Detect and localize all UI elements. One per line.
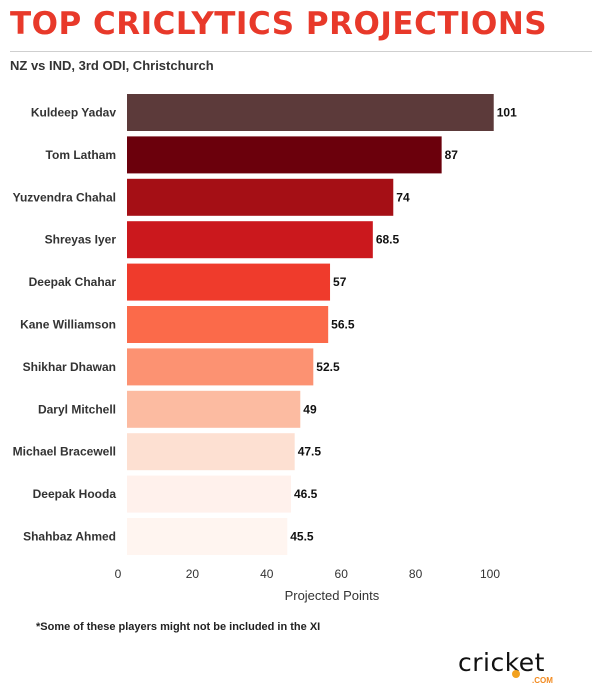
bar-11 [127, 518, 288, 555]
x-axis-label: Projected Points [285, 588, 380, 603]
cricket-com-logo: cricket .COM [458, 648, 578, 686]
logo-wordmark: cricket [458, 648, 545, 677]
category-label: Tom Latham [46, 148, 116, 162]
bar-2 [127, 136, 442, 174]
value-label: 101 [497, 106, 517, 120]
category-label: Michael Bracewell [13, 445, 116, 459]
bar-1 [127, 94, 494, 131]
value-label: 56.5 [331, 318, 355, 332]
logo-dot-icon [512, 670, 520, 678]
footnote: *Some of these players might not be incl… [36, 621, 321, 633]
category-label: Shreyas Iyer [45, 233, 117, 247]
x-tick-label: 20 [186, 567, 200, 581]
bar-chart: Kuldeep Yadav 101 Tom Latham 87 Yuzvendra Ch… [13, 94, 517, 603]
value-label: 47.5 [298, 445, 322, 459]
bar-8 [127, 390, 301, 428]
bar-7 [127, 348, 314, 386]
x-tick-label: 60 [335, 567, 349, 581]
value-label: 68.5 [376, 233, 400, 247]
category-label: Kane Williamson [20, 318, 116, 332]
category-label: Yuzvendra Chahal [13, 190, 116, 204]
x-tick-label: 40 [260, 567, 274, 581]
category-label: Deepak Chahar [29, 275, 117, 289]
category-label: Shikhar Dhawan [23, 360, 116, 374]
value-label: 46.5 [294, 487, 318, 501]
bar-3 [127, 178, 394, 216]
x-tick-label: 100 [480, 567, 500, 581]
x-tick-label: 0 [115, 567, 122, 581]
value-label: 74 [396, 190, 410, 204]
value-label: 45.5 [290, 530, 314, 544]
category-label: Daryl Mitchell [38, 402, 116, 416]
bar-6 [127, 306, 329, 343]
category-label: Shahbaz Ahmed [23, 530, 116, 544]
value-label: 52.5 [316, 360, 340, 374]
chart-title: TOP CRICLYTICS PROJECTIONS [10, 6, 548, 42]
bar-4 [127, 221, 373, 259]
title-divider [10, 51, 592, 52]
chart-subtitle: NZ vs IND, 3rd ODI, Christchurch [10, 58, 214, 73]
bar-5 [127, 263, 331, 301]
x-tick-label: 80 [409, 567, 423, 581]
value-label: 49 [303, 402, 317, 416]
bar-10 [127, 475, 291, 513]
category-label: Kuldeep Yadav [31, 106, 116, 120]
bar-9 [127, 433, 295, 471]
value-label: 57 [333, 275, 347, 289]
value-label: 87 [445, 148, 459, 162]
category-label: Deepak Hooda [33, 487, 117, 501]
logo-suffix: .COM [532, 676, 553, 685]
